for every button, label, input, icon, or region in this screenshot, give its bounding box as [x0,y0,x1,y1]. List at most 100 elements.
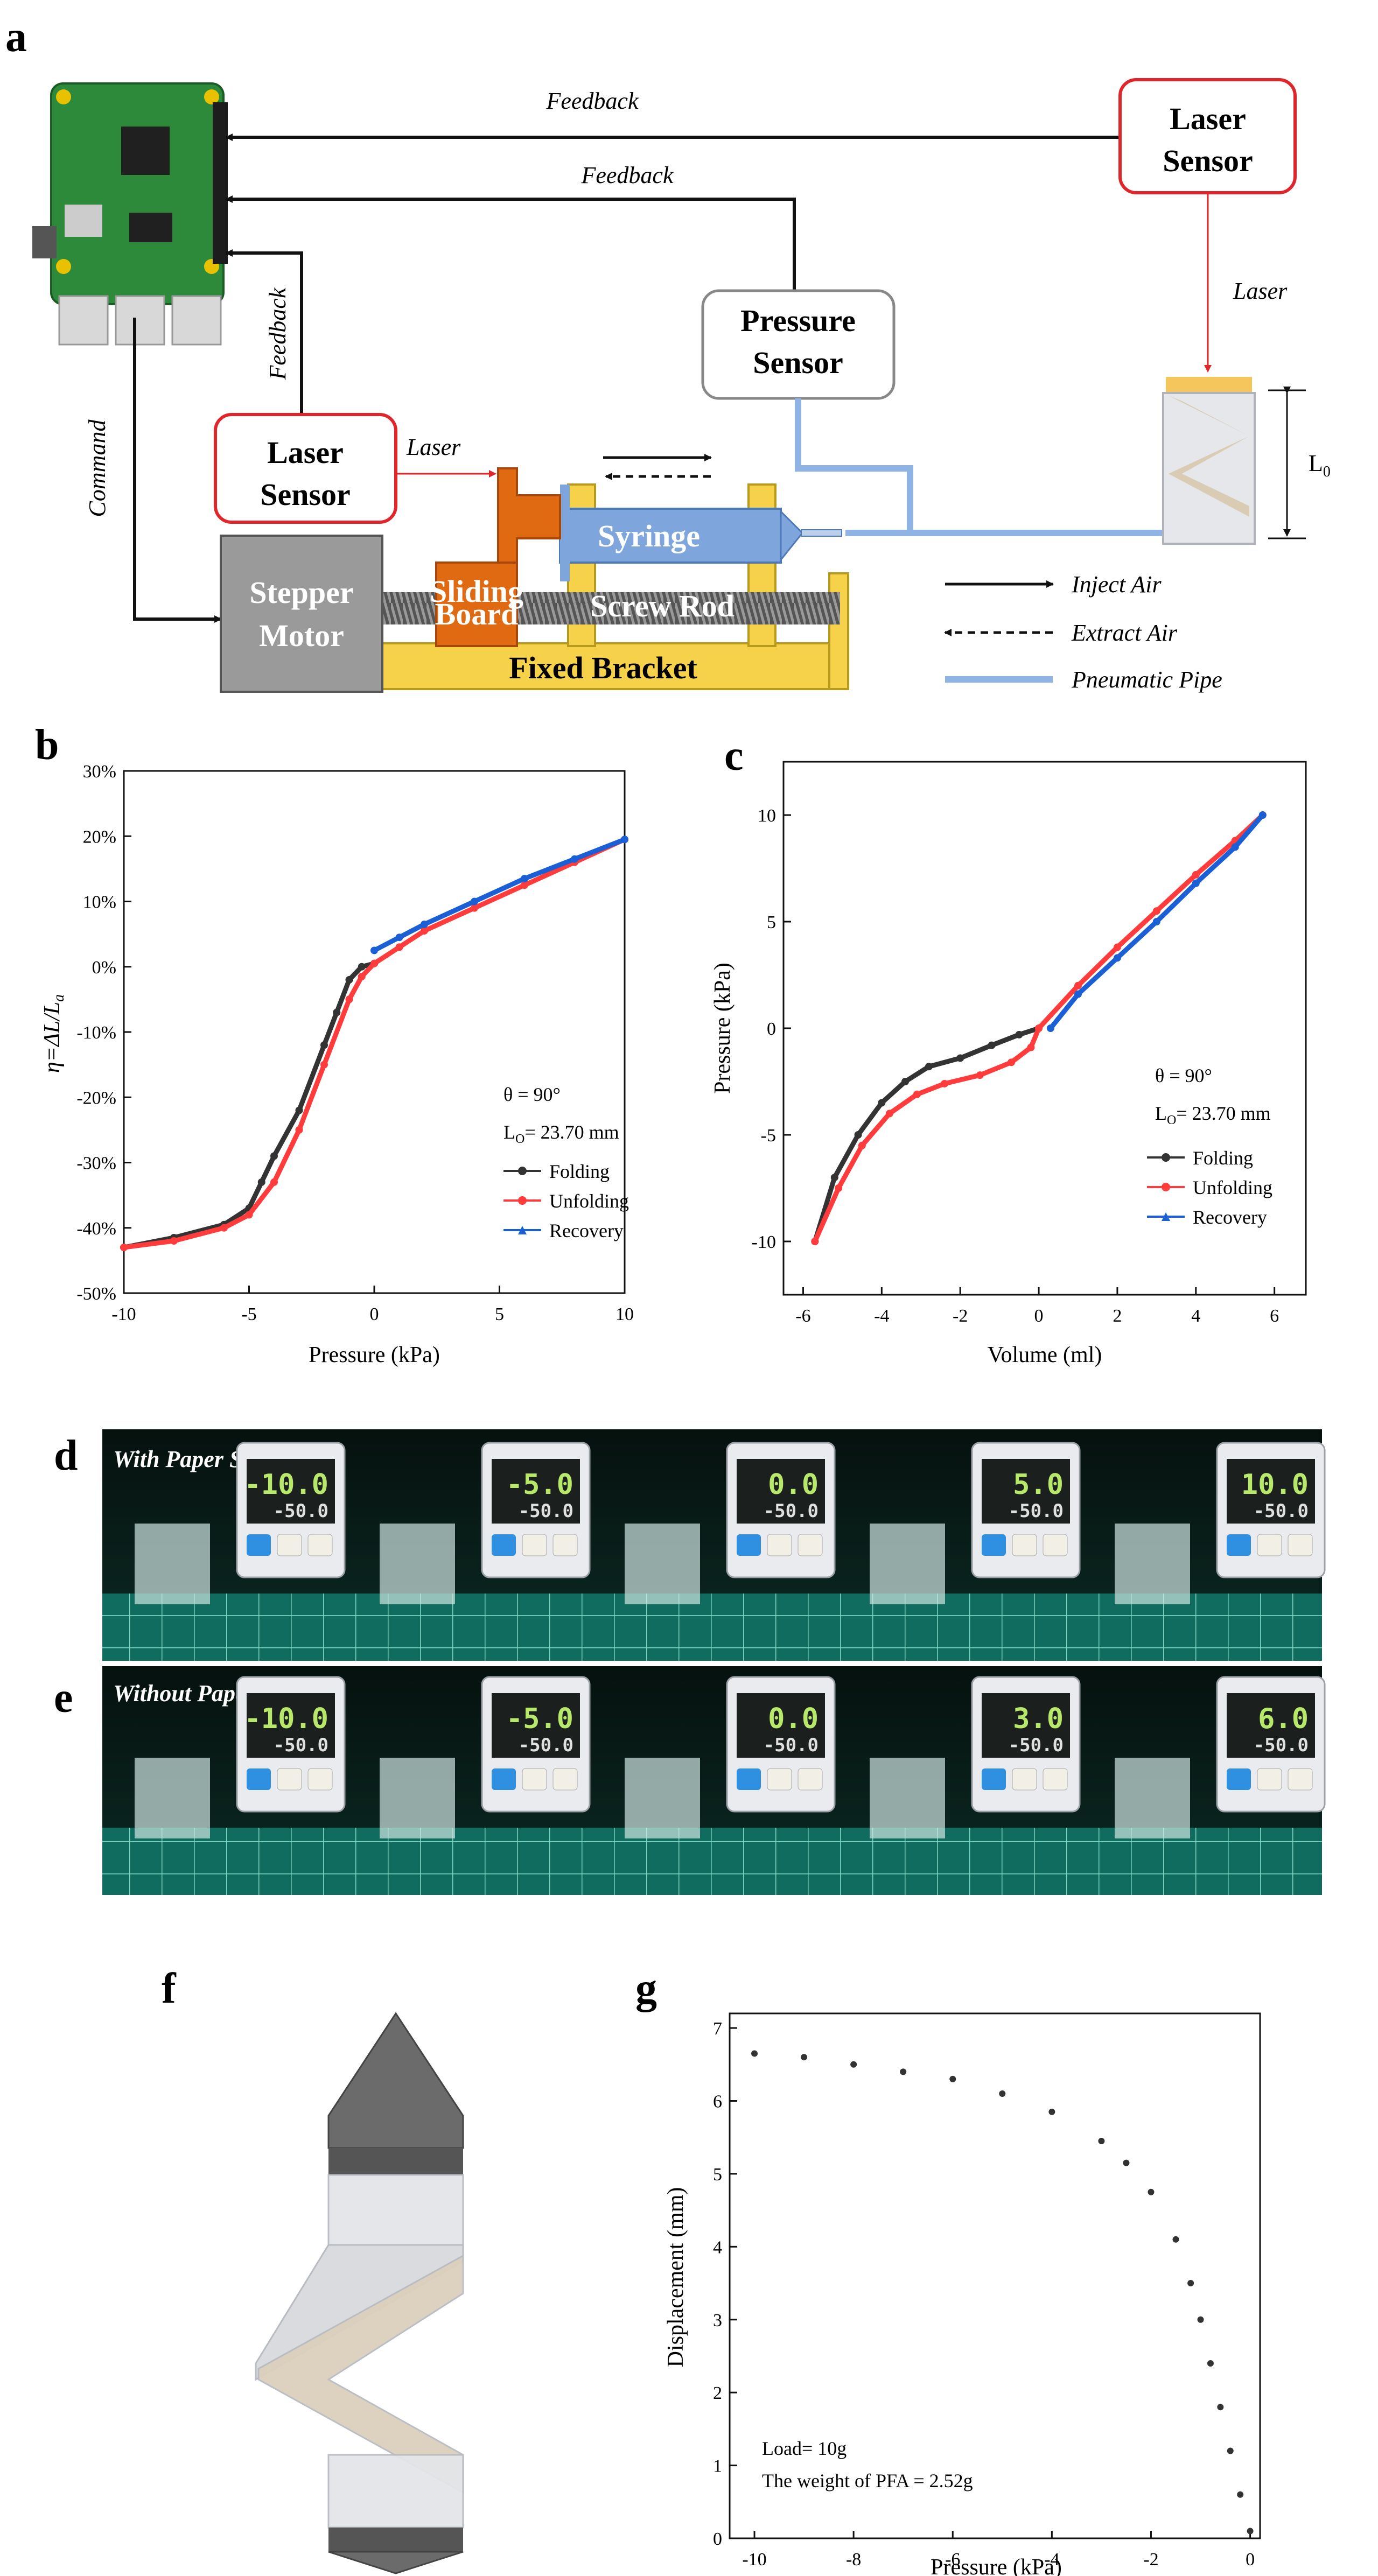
data-point [345,995,353,1003]
series-points-unfolding [120,836,628,1252]
data-point [1148,2188,1155,2195]
data-point [976,1071,984,1079]
y-tick-label: 3 [713,2311,722,2331]
pressure-sensor: Pressure Sensor [701,289,896,400]
pressure-gauge: 0.0-50.0 [625,1676,836,1838]
gauge-reading: 0.0 [768,1469,819,1501]
bellows-actuator: L0 [1162,377,1331,545]
y-tick-label: 2 [713,2383,722,2403]
panel-letter-e: e [54,1674,73,1722]
x-tick-label: -10 [111,1304,136,1324]
pressure-gauge: 10.0-50.0 [1115,1442,1326,1604]
series-line-unfolding [123,837,626,1250]
data-point [1074,990,1082,998]
gauge-setpoint: -50.0 [519,1500,573,1522]
chart-b-l0-annotation: LO= 23.70 mm [503,1121,619,1146]
panel-letter-a: a [5,13,27,61]
feedback-arrows: Feedback Feedback Feedback Command [84,88,1123,623]
data-point [333,1008,341,1016]
actuator-sample [380,1524,455,1604]
data-point [370,959,378,967]
chart-c-plot: -6 -4 -2 0 2 4 6 -10 -5 0 5 10 [752,806,1279,1326]
x-tick-label: 6 [1270,1306,1279,1326]
series-points-unfolding [811,811,1267,1245]
stepper-label-line1: Stepper [249,575,353,610]
data-point [1192,871,1200,879]
data-point [901,1078,910,1085]
data-point [395,943,403,951]
data-point [801,2054,808,2061]
pressure-gauge: -10.0-50.0 [135,1442,346,1604]
photo-d-cutting-mat [102,1594,1322,1661]
chart-g-xlabel: Pressure (kPa) [931,2555,1062,2576]
syringe-pump: Fixed Bracket Screw Rod Syringe Sliding … [220,454,849,693]
data-point [1152,918,1160,925]
panel-a: a Feedback Feedback Feedback C [5,13,1331,693]
pressure-gauge: -5.0-50.0 [380,1442,591,1604]
y-tick-label: 10 [758,806,776,826]
data-point [925,1063,933,1071]
schematic-legend: Inject Air Extract Air Pneumatic Pipe [944,571,1222,693]
data-point [257,1178,265,1186]
y-tick-label: 0 [767,1019,776,1039]
data-point [270,1152,278,1160]
gauge-setpoint: -50.0 [274,1500,328,1522]
legend-extract-label: Extract Air [1071,620,1178,646]
data-point [1192,879,1200,887]
laser-sensor-left-line2: Sensor [260,477,351,512]
data-point [245,1211,253,1219]
feedback-left-label: Feedback [264,287,291,380]
x-tick-label: 5 [495,1304,504,1324]
gauge-setpoint: -50.0 [764,1735,819,1756]
data-point [358,963,366,971]
data-point [295,1106,303,1114]
fixed-bracket-label: Fixed Bracket [509,650,697,685]
chart-b-frame [123,770,626,1294]
panel-letter-b: b [35,721,59,769]
chart-g-annotation-weight: The weight of PFA = 2.52g [762,2470,973,2491]
y-tick-label: 5 [767,913,776,932]
chart-g-annotation-load: Load= 10g [762,2438,847,2459]
panel-b: b -10 -5 0 5 10 -50% -40% -30% -20% -10% 0% 10% 20% 3… [35,721,634,1367]
data-point [878,1099,886,1107]
data-point [1048,2108,1055,2115]
chart-c-theta: θ = 90° [1155,1065,1212,1086]
x-tick-label: 0 [1034,1306,1044,1326]
data-point [1247,2528,1254,2535]
data-point [1152,907,1160,915]
data-point [900,2068,907,2075]
pneumatic-pipes [795,398,1166,536]
chart-b-ylabel: η=ΔL/La [40,994,67,1073]
feedback-top-label: Feedback [546,88,639,114]
chart-c-legend: Folding Unfolding Recovery [1147,1147,1272,1228]
data-point [421,927,428,935]
laser-sensor-right: Laser Sensor Laser [1118,78,1297,373]
gauge-reading: 0.0 [768,1703,819,1735]
stepper-label-line2: Motor [259,618,344,653]
data-point [1113,954,1121,962]
chart-c-legend-recovery: Recovery [1193,1206,1267,1228]
laser-sensor-right-line1: Laser [1170,101,1246,136]
sliding-label-line1: Sliding [430,574,523,609]
pfa-3d-model [255,2012,464,2574]
feedback-mid-label: Feedback [581,162,674,188]
x-tick-label: 0 [1246,2550,1255,2570]
actuator-sample [1115,1524,1190,1604]
data-point [830,1174,838,1182]
x-tick-label: -6 [945,2550,960,2570]
data-point [949,2075,956,2082]
x-tick-label: -4 [1044,2550,1059,2570]
panel-f: f [162,1965,464,2574]
gauge-setpoint: -50.0 [519,1735,573,1756]
data-point [811,1238,819,1245]
pressure-gauge: 0.0-50.0 [625,1442,836,1604]
data-point [1197,2316,1204,2323]
data-point [1035,1024,1043,1032]
panel-d: d With Paper Skeleton -10.0-50.0-5.0-50.… [54,1429,1326,1661]
y-tick-label: 30% [83,762,116,782]
y-tick-label: -5 [761,1126,776,1146]
data-point [295,1126,303,1134]
data-point [1258,811,1267,819]
chart-b-legend: Folding Unfolding Recovery [503,1161,629,1241]
actuator-sample [135,1758,210,1838]
